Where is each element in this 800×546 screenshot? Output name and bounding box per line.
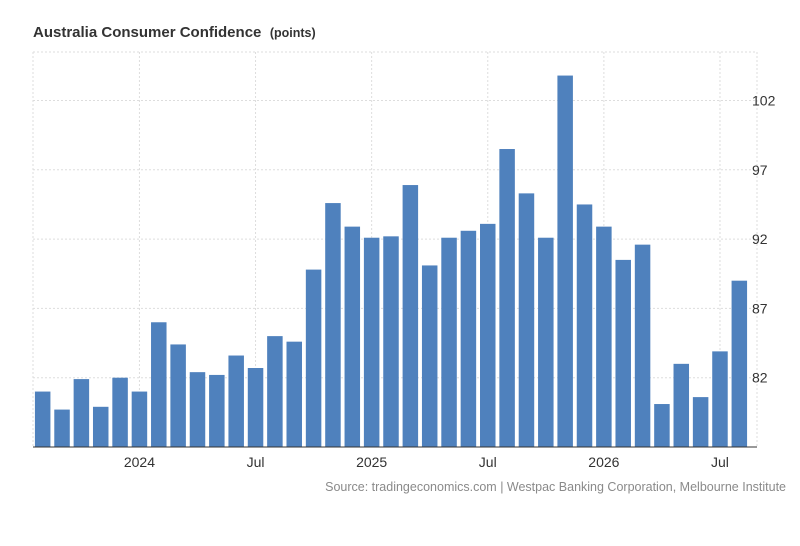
bar: [673, 363, 690, 447]
x-tick-label: Jul: [711, 454, 729, 470]
bar: [421, 265, 438, 447]
bar: [363, 237, 380, 447]
x-tick-label: 2026: [588, 454, 619, 470]
chart-source: Source: tradingeconomics.com | Westpac B…: [325, 480, 786, 494]
bar: [247, 368, 264, 447]
bar: [286, 341, 302, 447]
bar: [325, 203, 341, 447]
bar: [499, 149, 515, 447]
bar: [712, 351, 728, 447]
y-tick-label: 87: [752, 300, 768, 316]
bar: [402, 185, 419, 448]
bars: [34, 75, 748, 448]
bar: [344, 226, 361, 447]
bar: [112, 377, 128, 447]
bar: [131, 391, 148, 447]
bar: [731, 280, 748, 447]
axes: 82 87 92 97 102 2024 Jul 2025 Jul 2026 Jul: [33, 93, 776, 470]
bar: [634, 244, 651, 447]
bar: [615, 259, 631, 447]
bar: [189, 372, 206, 447]
x-tick-label: Jul: [479, 454, 497, 470]
bar: [441, 237, 457, 447]
bar: [209, 374, 225, 447]
bar: [576, 204, 593, 447]
bar: [518, 193, 535, 447]
y-tick-label: 102: [752, 93, 776, 109]
bar: [596, 226, 612, 447]
y-tick-label: 97: [752, 162, 768, 178]
y-tick-label: 82: [752, 370, 768, 386]
bar: [654, 404, 670, 447]
bar: [538, 237, 554, 447]
bar: [557, 75, 573, 447]
bar: [151, 322, 167, 447]
bar: [692, 397, 709, 447]
chart-unit: (points): [269, 26, 316, 40]
bar: [305, 269, 322, 447]
chart-title-row: Australia Consumer Confidence (points): [33, 24, 316, 42]
bar: [383, 236, 399, 447]
bar: [34, 391, 51, 447]
bar: [228, 355, 244, 447]
bar: [92, 406, 109, 447]
x-tick-label: 2025: [356, 454, 387, 470]
bar: [267, 336, 283, 447]
x-tick-label: 2024: [124, 454, 155, 470]
bar: [170, 344, 186, 447]
x-tick-label: Jul: [247, 454, 265, 470]
bar: [73, 379, 90, 447]
bar: [460, 230, 477, 447]
y-tick-label: 92: [752, 231, 768, 247]
bar: [54, 409, 70, 447]
chart-title: Australia Consumer Confidence: [33, 24, 262, 41]
bar: [480, 223, 496, 447]
